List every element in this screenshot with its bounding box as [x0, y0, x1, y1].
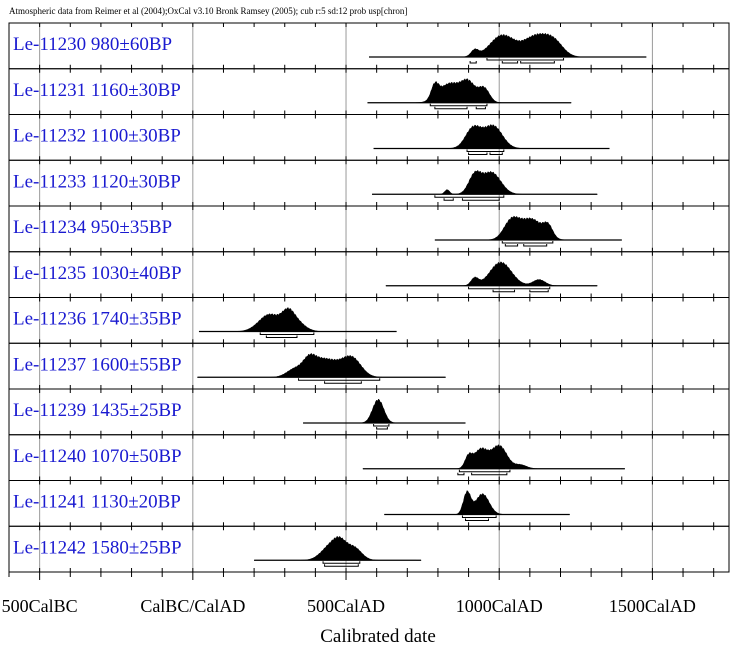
range-bracket — [523, 244, 548, 247]
range-bracket — [501, 241, 554, 244]
probability-distribution — [371, 169, 598, 195]
plot-row: Le-11235 1030±40BP — [8, 251, 730, 298]
probability-distribution — [362, 444, 626, 470]
x-axis-title: Calibrated date — [320, 626, 436, 647]
range-bracket — [471, 472, 508, 476]
plot-row: Le-11237 1600±55BP — [8, 342, 730, 390]
sample-label: Le-11241 1130±20BP — [13, 492, 181, 513]
range-bracket — [373, 424, 390, 427]
range-bracket — [429, 103, 488, 107]
plot-row: Le-11234 950±35BP — [8, 205, 730, 253]
range-bracket — [324, 381, 362, 384]
sample-label: Le-11239 1435±25BP — [13, 400, 182, 421]
range-bracket — [469, 61, 477, 64]
probability-distribution — [197, 352, 446, 378]
range-bracket — [504, 244, 519, 247]
probability-distribution — [384, 490, 570, 515]
sample-label: Le-11237 1600±55BP — [13, 354, 182, 375]
probability-distribution — [253, 535, 422, 561]
range-bracket — [443, 198, 454, 201]
range-bracket — [465, 518, 489, 521]
range-bracket — [492, 289, 516, 293]
range-bracket — [468, 152, 488, 155]
range-bracket — [265, 335, 298, 338]
sample-label: Le-11236 1740±35BP — [13, 309, 182, 330]
x-tick-label: 1500CalAD — [609, 596, 696, 616]
sample-label: Le-11234 950±35BP — [13, 217, 172, 238]
probability-distribution — [369, 32, 647, 58]
row-frame — [8, 525, 730, 573]
sample-label: Le-11235 1030±40BP — [13, 263, 182, 284]
range-bracket — [501, 61, 519, 64]
x-tick-label: 500CalBC — [2, 596, 78, 616]
range-bracket — [458, 469, 511, 473]
x-tick-label: 1000CalAD — [456, 596, 543, 616]
x-tick-label: 500CalAD — [307, 596, 385, 616]
range-bracket — [434, 106, 468, 110]
range-bracket — [486, 58, 565, 61]
probability-distribution — [434, 215, 622, 241]
sample-label: Le-11240 1070±50BP — [13, 446, 182, 467]
probability-distribution — [373, 124, 610, 149]
range-bracket — [529, 289, 549, 293]
probability-distribution — [199, 307, 397, 332]
range-bracket — [489, 152, 503, 155]
sample-label: Le-11232 1100±30BP — [13, 126, 181, 147]
range-bracket — [466, 149, 505, 152]
plot-row: Le-11239 1435±25BP — [8, 388, 730, 436]
plot-row: Le-11230 980±60BP — [8, 22, 730, 70]
plot-rows: Le-11230 980±60BP Le-11231 1160±30BP Le-11… — [8, 22, 730, 573]
probability-distribution — [385, 261, 598, 287]
range-bracket — [324, 564, 359, 567]
range-bracket — [434, 195, 505, 198]
range-bracket — [457, 472, 465, 476]
range-bracket — [298, 378, 381, 381]
range-bracket — [475, 106, 486, 110]
sample-label: Le-11230 980±60BP — [13, 34, 172, 55]
range-bracket — [520, 61, 555, 64]
plot-row: Le-11232 1100±30BP — [8, 114, 730, 161]
chart-header: Atmospheric data from Reimer et al (2004… — [9, 6, 407, 16]
plot-row: Le-11236 1740±35BP — [8, 297, 730, 344]
range-bracket — [461, 515, 497, 518]
sample-label: Le-11242 1580±25BP — [13, 537, 182, 558]
probability-distribution — [303, 398, 466, 424]
plot-row: Le-11231 1160±30BP — [8, 68, 730, 115]
range-bracket — [376, 427, 388, 430]
range-bracket — [322, 561, 361, 564]
range-bracket — [468, 286, 551, 290]
probability-distribution — [367, 78, 572, 104]
range-bracket — [259, 332, 315, 335]
sample-label: Le-11233 1120±30BP — [13, 171, 181, 192]
plot-row: Le-11241 1130±20BP — [8, 480, 730, 527]
x-tick-label: CalBC/CalAD — [140, 596, 245, 616]
plot-row: Le-11242 1580±25BP — [8, 525, 730, 573]
x-axis: 500CalBC CalBC/CalAD 500CalAD 1000CalAD 1500… — [2, 572, 715, 616]
sample-label: Le-11231 1160±30BP — [13, 80, 181, 101]
plot-row: Le-11240 1070±50BP — [8, 434, 730, 481]
plot-row: Le-11233 1120±30BP — [8, 159, 730, 207]
range-bracket — [461, 198, 500, 201]
